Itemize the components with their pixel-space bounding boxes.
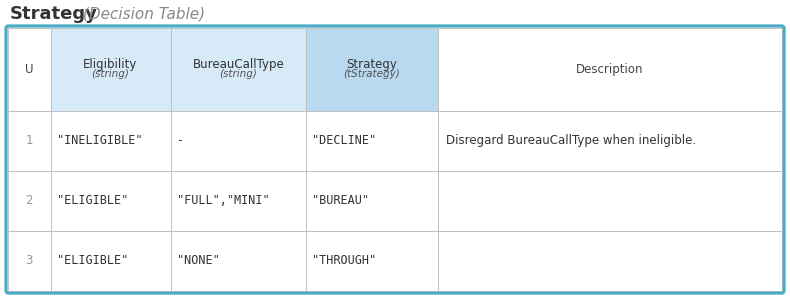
Bar xyxy=(8,111,51,171)
Bar xyxy=(306,111,438,171)
Text: "INELIGIBLE": "INELIGIBLE" xyxy=(57,134,142,147)
Text: "ELIGIBLE": "ELIGIBLE" xyxy=(57,254,128,268)
Text: Disregard BureauCallType when ineligible.: Disregard BureauCallType when ineligible… xyxy=(446,134,696,147)
Bar xyxy=(171,28,306,111)
Text: 3: 3 xyxy=(25,254,33,268)
Text: (Decision Table): (Decision Table) xyxy=(78,7,205,22)
Text: "NONE": "NONE" xyxy=(176,254,220,268)
Bar xyxy=(438,111,782,171)
Text: Strategy: Strategy xyxy=(10,5,98,23)
Bar xyxy=(51,28,171,111)
Text: "FULL","MINI": "FULL","MINI" xyxy=(176,194,269,208)
FancyBboxPatch shape xyxy=(6,26,784,293)
Bar xyxy=(171,111,306,171)
Bar xyxy=(8,171,51,231)
Text: Strategy: Strategy xyxy=(346,58,397,71)
Bar xyxy=(51,111,171,171)
Bar xyxy=(438,28,782,111)
Bar xyxy=(306,171,438,231)
Bar xyxy=(306,28,438,111)
Text: -: - xyxy=(176,134,183,147)
Bar xyxy=(8,28,51,111)
Text: (string): (string) xyxy=(92,69,130,80)
Text: (string): (string) xyxy=(220,69,258,80)
Text: (tStrategy): (tStrategy) xyxy=(344,69,401,80)
Text: 2: 2 xyxy=(25,194,33,208)
Text: 1: 1 xyxy=(25,134,33,147)
Bar xyxy=(171,231,306,291)
Text: Description: Description xyxy=(576,63,644,76)
Bar xyxy=(171,171,306,231)
Text: BureauCallType: BureauCallType xyxy=(193,58,284,71)
Text: "ELIGIBLE": "ELIGIBLE" xyxy=(57,194,128,208)
Bar xyxy=(8,231,51,291)
Text: "BUREAU": "BUREAU" xyxy=(312,194,369,208)
Text: "THROUGH": "THROUGH" xyxy=(312,254,376,268)
Bar xyxy=(51,171,171,231)
Text: U: U xyxy=(25,63,33,76)
Text: "DECLINE": "DECLINE" xyxy=(312,134,376,147)
Bar xyxy=(438,171,782,231)
Bar xyxy=(438,231,782,291)
Bar xyxy=(51,231,171,291)
Bar xyxy=(306,231,438,291)
Text: Eligibility: Eligibility xyxy=(84,58,137,71)
